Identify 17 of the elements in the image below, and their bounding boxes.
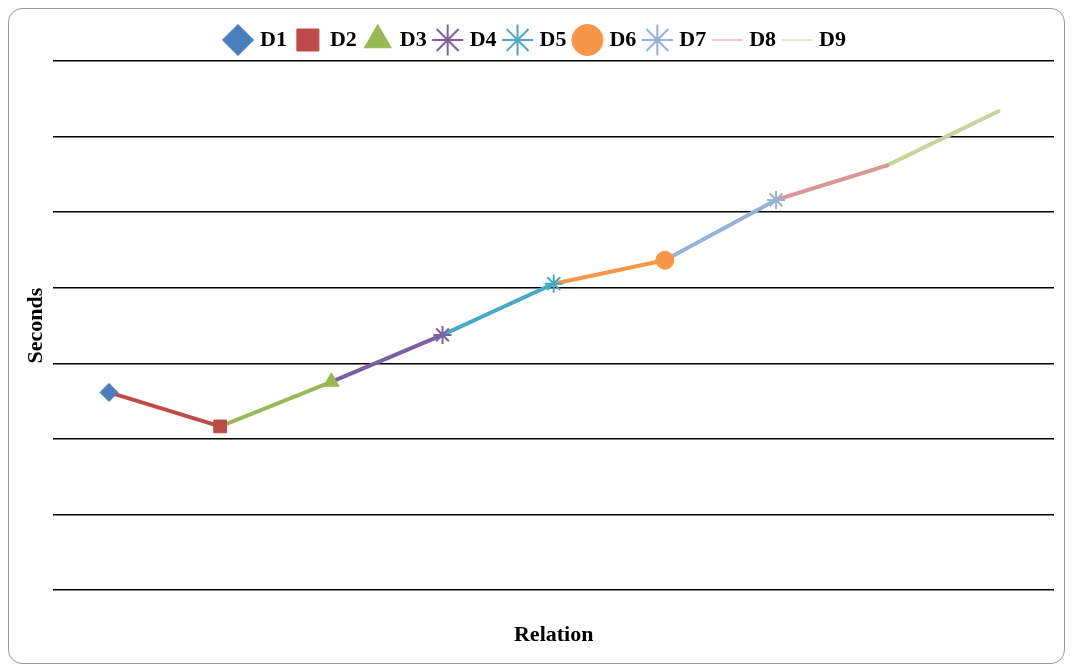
x-axis-title: Relation: [513, 621, 594, 647]
point: [655, 250, 675, 270]
legend-label: D3: [399, 25, 427, 51]
legend-label: D4: [469, 25, 497, 51]
legend-label: D2: [329, 25, 357, 51]
legend-label: D1: [260, 25, 287, 51]
point: [99, 382, 119, 402]
point: [432, 324, 453, 345]
legend-label: D6: [609, 25, 637, 51]
legend-label: D8: [749, 25, 777, 51]
legend-label: D5: [539, 25, 567, 51]
legend-label: D9: [819, 25, 846, 51]
legend-label: D7: [679, 25, 707, 51]
y-axis-title: Seconds: [21, 287, 47, 364]
point: [766, 189, 787, 210]
point: [543, 273, 564, 294]
point: [213, 419, 228, 434]
